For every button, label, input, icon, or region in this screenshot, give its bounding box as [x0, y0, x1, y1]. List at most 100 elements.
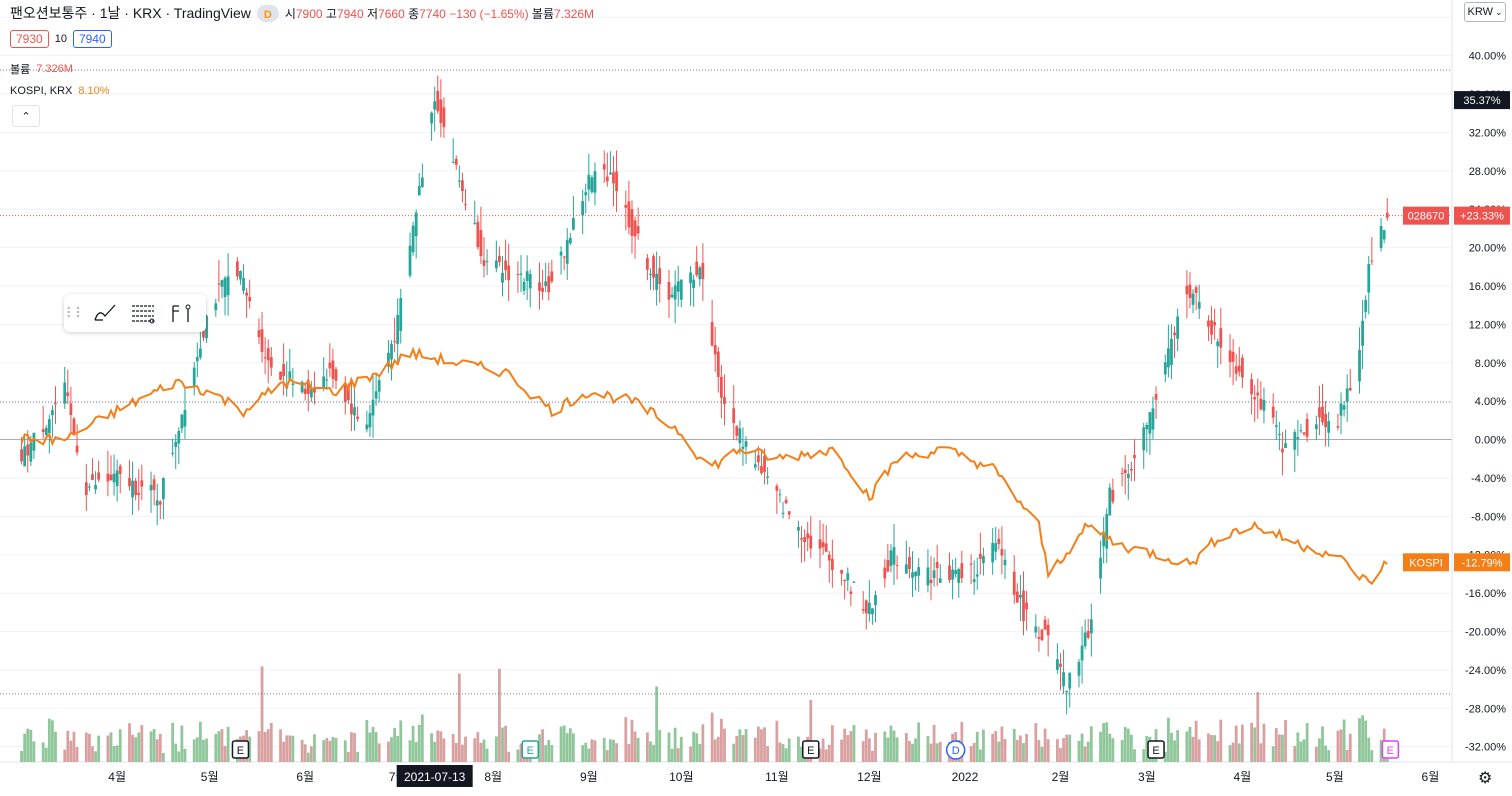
- volume-bar: [874, 732, 877, 762]
- line-style-button[interactable]: [124, 298, 162, 328]
- volume-bar: [871, 750, 874, 762]
- volume-bar: [183, 748, 187, 762]
- volume-bar: [852, 725, 856, 762]
- bid-price-button[interactable]: 7930: [10, 30, 49, 48]
- floating-drawing-toolbar[interactable]: ⠇⠇: [64, 294, 206, 332]
- volume-bar: [1379, 739, 1383, 762]
- kospi-legend[interactable]: KOSPI, KRX 8.10%: [10, 85, 110, 97]
- candle-body: [572, 218, 575, 230]
- volume-bar: [593, 740, 597, 762]
- volume-bar: [1025, 733, 1028, 762]
- candle-body: [1191, 293, 1195, 305]
- volume-legend[interactable]: 볼륨 7.326M: [10, 61, 73, 77]
- candle-body: [1250, 379, 1254, 395]
- candle-body: [282, 364, 286, 377]
- candle-body: [1043, 619, 1047, 630]
- low-value: 7660: [378, 6, 405, 21]
- gear-icon[interactable]: ⚙: [1478, 770, 1493, 787]
- volume-bar: [1133, 749, 1136, 762]
- candle-body: [544, 281, 548, 287]
- volume-bar: [1305, 723, 1309, 762]
- price-value-text: +23.33%: [1460, 211, 1504, 223]
- candle-body: [476, 221, 480, 248]
- candle-body: [334, 369, 338, 381]
- candle-body: [377, 380, 381, 392]
- candle-body: [1111, 489, 1115, 502]
- volume-bar: [149, 731, 153, 762]
- drag-handle-icon[interactable]: ⠇⠇: [65, 304, 86, 321]
- candle-body: [568, 237, 572, 244]
- collapse-legend-button[interactable]: ⌃: [12, 105, 40, 127]
- volume-bar: [1012, 728, 1016, 762]
- volume-bar: [1293, 745, 1297, 762]
- line-tool-button[interactable]: [162, 298, 200, 328]
- candle-body: [1382, 230, 1386, 240]
- candle-body: [1216, 341, 1220, 347]
- volume-bar: [1274, 728, 1278, 762]
- volume-bar: [257, 731, 261, 762]
- volume-bar: [1345, 749, 1349, 762]
- candle-body: [205, 315, 208, 339]
- volume-bar: [155, 739, 159, 762]
- volume-bar: [393, 727, 396, 762]
- candle-body: [494, 260, 498, 269]
- volume-bar: [676, 748, 680, 762]
- high-value: 7940: [336, 6, 364, 21]
- candle-body: [716, 351, 720, 377]
- volume-bar: [1166, 717, 1170, 762]
- candle-body: [411, 225, 415, 253]
- candle-body: [929, 579, 933, 584]
- volume-bar: [226, 726, 230, 762]
- candle-body: [938, 578, 942, 583]
- volume-bar: [1089, 726, 1093, 762]
- candle-body: [516, 274, 520, 276]
- volume-bar: [1126, 728, 1130, 762]
- volume-bar: [1130, 734, 1133, 762]
- volume-bar: [66, 730, 70, 762]
- candle-body: [97, 472, 101, 480]
- volume-bar: [565, 733, 569, 762]
- header-volume-value: 7.326M: [554, 6, 595, 21]
- volume-bar: [328, 740, 332, 762]
- volume-bar: [195, 737, 199, 762]
- candle-body: [756, 455, 760, 463]
- volume-bar: [840, 739, 843, 762]
- volume-bar: [1234, 725, 1238, 762]
- candle-body: [1000, 549, 1004, 556]
- candle-body: [1019, 594, 1022, 598]
- ask-price-button[interactable]: 7940: [72, 30, 112, 48]
- candle-body: [522, 281, 526, 291]
- volume-bar: [895, 737, 899, 762]
- candle-body: [1099, 557, 1102, 579]
- market-status-badge[interactable]: D: [256, 4, 279, 22]
- volume-bar: [306, 752, 310, 762]
- volume-bar: [1318, 738, 1321, 762]
- x-tick-label: 4월: [1234, 770, 1252, 784]
- event-marker-letter: E: [1387, 745, 1394, 757]
- volume-bar: [365, 720, 369, 762]
- volume-bar: [408, 740, 412, 762]
- volume-bar: [1108, 733, 1112, 762]
- volume-bar: [843, 728, 847, 762]
- volume-bar: [1256, 692, 1260, 762]
- volume-bar: [1299, 741, 1303, 762]
- currency-selector[interactable]: KRW ⌄: [1464, 2, 1506, 22]
- volume-bar: [541, 729, 544, 762]
- volume-bar: [223, 746, 227, 762]
- candle-body: [1188, 284, 1192, 298]
- volume-bar: [741, 735, 745, 762]
- candle-body: [393, 341, 396, 343]
- volume-bar: [519, 743, 523, 762]
- candle-body: [417, 185, 421, 196]
- brush-tool-button[interactable]: [86, 298, 124, 328]
- candle-body: [889, 550, 893, 566]
- x-tick-label: 4월: [108, 770, 126, 784]
- volume-bar: [679, 736, 683, 762]
- volume-bar: [479, 742, 483, 762]
- symbol-title[interactable]: 팬오션보통주 · 1날 · KRX · TradingView: [10, 5, 251, 21]
- volume-bar: [72, 731, 76, 762]
- volume-bar: [350, 732, 353, 762]
- event-marker-letter: D: [952, 745, 960, 757]
